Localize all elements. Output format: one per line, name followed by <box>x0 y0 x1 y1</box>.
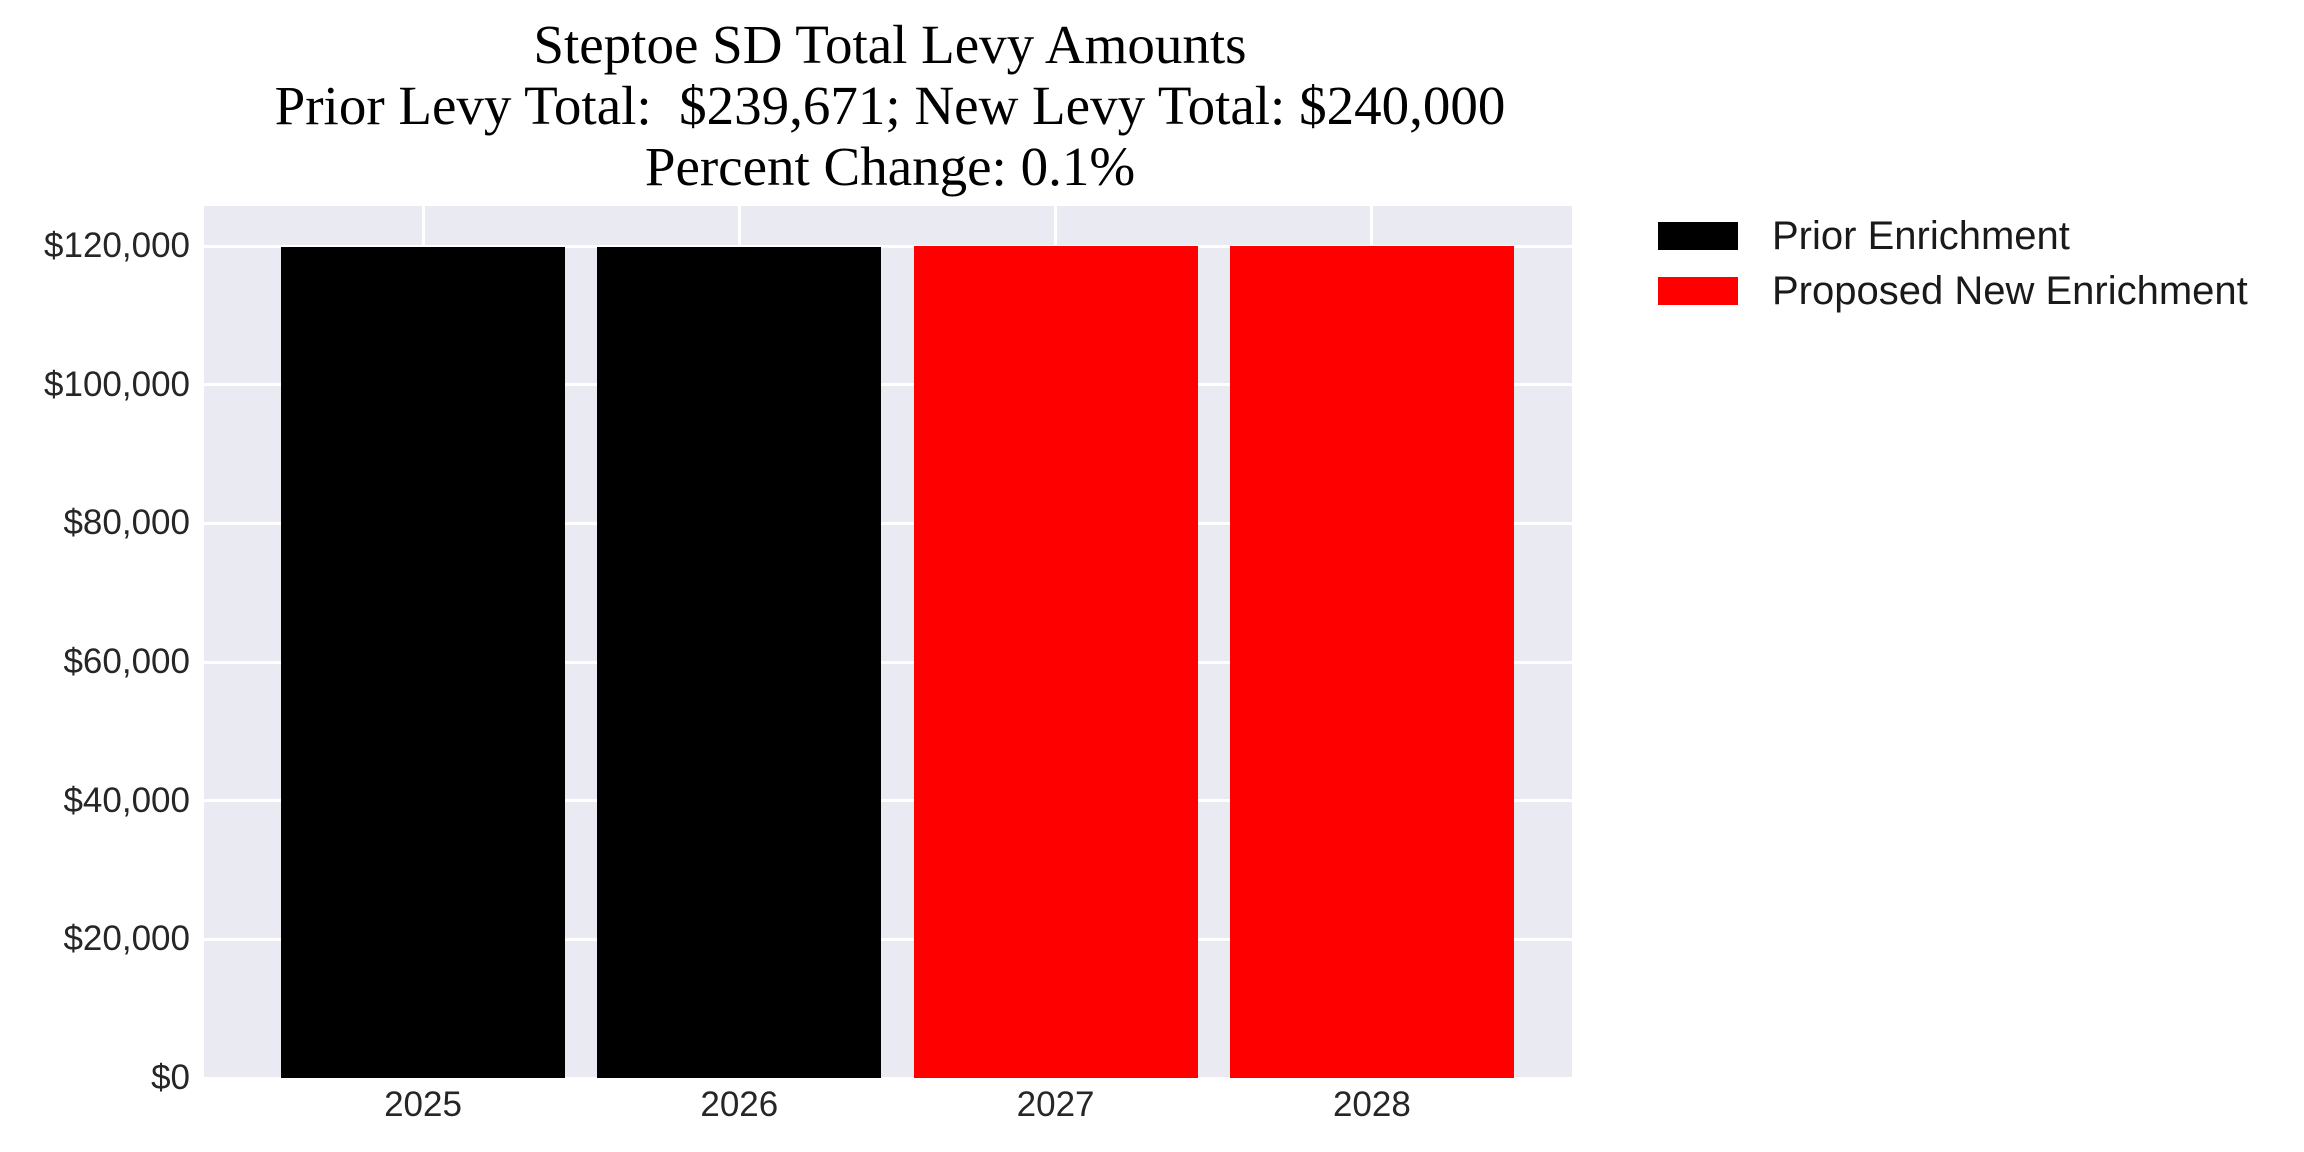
y-tick-label-120000: $120,000 <box>44 226 190 266</box>
bar-2026 <box>597 247 882 1078</box>
x-tick-label-2028: 2028 <box>1332 1085 1411 1124</box>
y-tick-label-40000: $40,000 <box>63 780 190 820</box>
plot-area <box>204 206 1572 1080</box>
legend-swatch-icon <box>1658 277 1738 305</box>
bar-2025 <box>281 247 565 1078</box>
x-tick-label-2025: 2025 <box>384 1085 462 1124</box>
chart-subtitle-levy-totals: Prior Levy Total: $239,671; New Levy Tot… <box>274 75 1506 136</box>
gridline-horizontal-100000 <box>204 383 1572 387</box>
gridline-horizontal-60000 <box>204 660 1572 664</box>
bar-2028 <box>1229 246 1514 1078</box>
legend-label: Prior Enrichment <box>1772 214 2070 258</box>
x-tick-label-2027: 2027 <box>1016 1085 1095 1124</box>
legend-swatch-icon <box>1658 222 1738 250</box>
gridline-horizontal-0 <box>204 1076 1572 1080</box>
y-tick-label-0: $0 <box>151 1058 190 1097</box>
y-tick-label-20000: $20,000 <box>63 919 190 959</box>
chart-title-block: Steptoe SD Total Levy Amounts Prior Levy… <box>0 14 1780 197</box>
gridline-horizontal-40000 <box>204 799 1572 803</box>
legend-row-0: Prior Enrichment <box>1658 216 2248 256</box>
legend-row-1: Proposed New Enrichment <box>1658 271 2248 311</box>
y-tick-label-60000: $60,000 <box>63 642 190 682</box>
y-tick-label-100000: $100,000 <box>44 364 190 404</box>
y-tick-label-80000: $80,000 <box>63 503 190 543</box>
legend-label: Proposed New Enrichment <box>1772 269 2248 313</box>
gridline-horizontal-80000 <box>204 521 1572 525</box>
chart-subtitle-percent-change: Percent Change: 0.1% <box>644 136 1136 197</box>
x-tick-label-2026: 2026 <box>700 1085 779 1124</box>
chart-title: Steptoe SD Total Levy Amounts <box>533 14 1247 75</box>
gridline-horizontal-20000 <box>204 937 1572 941</box>
legend: Prior Enrichment Proposed New Enrichment <box>1658 216 2248 332</box>
gridline-horizontal-120000 <box>204 244 1572 248</box>
bar-2027 <box>913 246 1198 1078</box>
